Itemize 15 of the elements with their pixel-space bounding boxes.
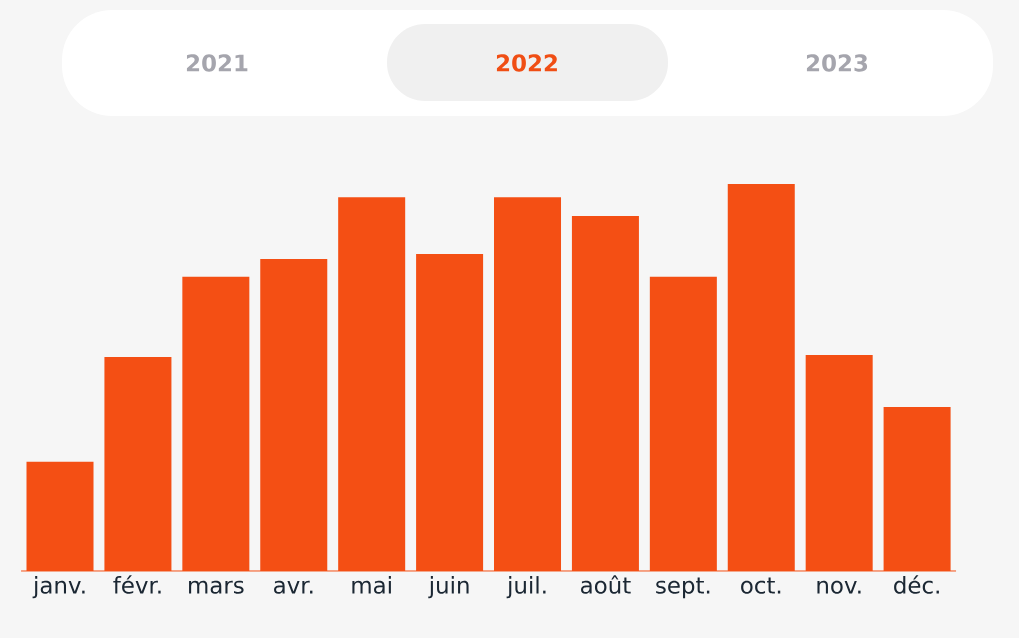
x-tick-label: juin (428, 576, 469, 599)
x-tick-label: févr. (113, 575, 161, 594)
x-tick-label: nov. (817, 580, 861, 594)
text: 2023 (806, 54, 868, 72)
x-tick-label: mai (352, 576, 391, 594)
x-tick-label: janv. (32, 576, 85, 599)
x-tick-label: déc. (894, 575, 939, 594)
x-tick-label: mars (189, 580, 244, 594)
text: 2021 (186, 54, 248, 72)
x-tick-label: août (581, 575, 631, 594)
x-tick-label: avr. (274, 580, 313, 594)
x-tick-label: oct. (741, 577, 781, 594)
text: 2022 (496, 54, 557, 72)
x-tick-label: sept. (656, 577, 710, 599)
x-tick-label: juil. (506, 576, 546, 599)
